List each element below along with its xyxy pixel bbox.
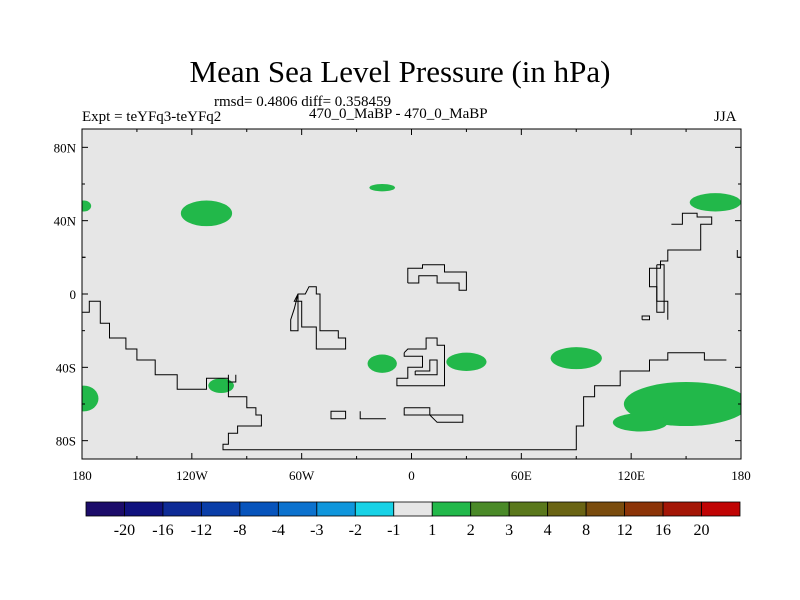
colorbar-label: -12 xyxy=(191,522,212,539)
y-tick-label: 80S xyxy=(56,434,76,449)
colorbar-box xyxy=(393,501,433,517)
coastline-outline xyxy=(290,286,347,350)
anomaly-region xyxy=(208,378,234,393)
colorbar-label: -8 xyxy=(233,522,246,539)
chart-title: Mean Sea Level Pressure (in hPa) xyxy=(189,54,611,89)
colorbar-box xyxy=(124,501,164,517)
colorbar-label: 20 xyxy=(694,522,710,539)
coastline-outline xyxy=(641,315,650,321)
colorbar-box xyxy=(316,501,356,517)
anomaly-region xyxy=(180,200,233,227)
colorbar-label: -16 xyxy=(152,522,173,539)
y-tick-label: 80N xyxy=(54,140,77,155)
colorbar-label: 12 xyxy=(617,522,633,539)
x-tick-label: 60E xyxy=(511,468,532,483)
colorbar-box xyxy=(585,501,625,517)
coastline-outline xyxy=(359,411,386,420)
plot-content xyxy=(82,184,741,451)
colorbar-box xyxy=(354,501,395,517)
x-tick-label: 180 xyxy=(72,468,92,483)
coastline-outline xyxy=(407,264,467,291)
coastline-outline xyxy=(403,407,464,423)
colorbar-label: 4 xyxy=(544,522,552,539)
anomaly-region xyxy=(612,413,668,432)
colorbar-box xyxy=(624,501,664,517)
colorbar-box xyxy=(431,501,472,517)
anomaly-region xyxy=(550,347,602,370)
colorbar-box xyxy=(508,501,549,517)
period-label: 470_0_MaBP - 470_0_MaBP xyxy=(309,106,488,122)
colorbar-box xyxy=(662,501,702,517)
colorbar-box xyxy=(547,501,587,517)
anomaly-region xyxy=(369,184,396,192)
anomaly-region xyxy=(446,352,487,372)
anomaly-region xyxy=(82,385,99,412)
anomaly-region xyxy=(367,354,397,373)
colorbar-box xyxy=(470,501,510,517)
colorbar-label: -1 xyxy=(387,522,400,539)
anomaly-region xyxy=(82,200,92,212)
colorbar-box xyxy=(85,501,125,517)
stats-label: rmsd= 0.4806 diff= 0.358459 xyxy=(214,94,392,110)
colorbar-label: 1 xyxy=(428,522,436,539)
coastline-outline xyxy=(396,337,445,387)
coastline-outline xyxy=(414,359,438,376)
x-tick-label: 0 xyxy=(408,468,415,483)
colorbar-label: -3 xyxy=(310,522,323,539)
colorbar-label: 3 xyxy=(505,522,513,539)
colorbar-box xyxy=(277,501,318,517)
colorbar-box xyxy=(701,501,741,517)
coastline-outline xyxy=(227,374,237,383)
coastline-outline xyxy=(656,264,665,313)
anomaly-region xyxy=(689,193,741,212)
colorbar-box xyxy=(162,501,202,517)
coastline-outline xyxy=(330,410,347,420)
colorbar-label: 16 xyxy=(655,522,671,539)
colorbar-label: -20 xyxy=(114,522,135,539)
colorbar-label: -2 xyxy=(349,522,362,539)
season-label: JJA xyxy=(714,109,737,125)
colorbar-label: -4 xyxy=(272,522,285,539)
x-tick-label: 120W xyxy=(176,468,209,483)
x-tick-label: 60W xyxy=(289,468,315,483)
coastline-outline xyxy=(82,300,727,451)
x-tick-label: 180 xyxy=(731,468,751,483)
experiment-label: Expt = teYFq3-teYFq2 xyxy=(82,109,222,125)
x-tick-label: 120E xyxy=(617,468,645,483)
colorbar-label: 8 xyxy=(582,522,590,539)
y-tick-label: 40S xyxy=(56,360,76,375)
colorbar-box xyxy=(239,501,279,517)
y-tick-label: 40N xyxy=(54,214,77,229)
colorbar-label: 2 xyxy=(467,522,475,539)
y-tick-label: 0 xyxy=(70,287,77,302)
colorbar-box xyxy=(201,501,241,517)
